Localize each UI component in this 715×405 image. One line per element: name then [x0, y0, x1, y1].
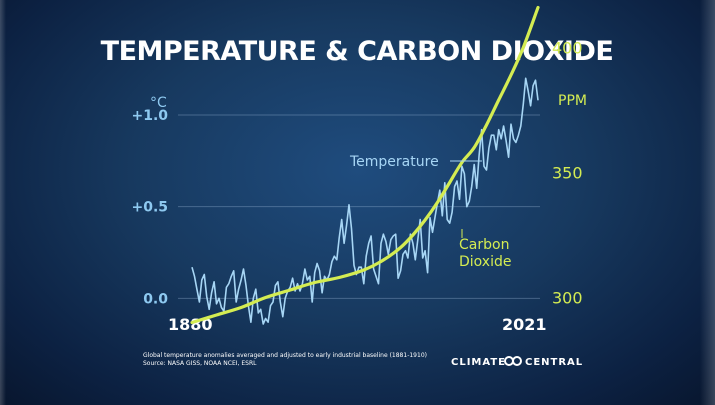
- right-axis-unit: PPM: [558, 93, 587, 109]
- right-tick-label: 350: [552, 164, 583, 183]
- series-layer: [190, 5, 540, 325]
- infinity-logo-icon: [504, 356, 522, 366]
- left-tick-label: +1.0: [131, 108, 168, 124]
- right-tick-label: 400: [552, 39, 583, 58]
- carbon-label-line-2: Dioxide: [459, 254, 511, 270]
- x-tick-end: 2021: [502, 315, 547, 334]
- left-tick-label: 0.0: [143, 291, 168, 307]
- footnote-line-1: Global temperature anomalies averaged an…: [143, 352, 427, 359]
- brand-name-left: CLIMATE: [451, 357, 506, 368]
- brand-logo: CLIMATE CENTRAL: [451, 356, 583, 368]
- gridlines: [178, 114, 540, 299]
- footnote-line-2: Source: NASA GISS, NOAA NCEI, ESRL: [143, 360, 257, 367]
- brand-name-right: CENTRAL: [525, 357, 583, 368]
- carbon-series-label: Carbon Dioxide: [459, 237, 514, 270]
- chart-title: TEMPERATURE & CARBON DIOXIDE: [101, 36, 614, 67]
- right-axis-ticks: 400 350 300: [552, 39, 583, 308]
- left-axis-ticks: +1.0 +0.5 0.0: [131, 108, 168, 307]
- right-tick-label: 300: [552, 289, 583, 308]
- left-tick-label: +0.5: [131, 200, 168, 216]
- carbon-label-line-1: Carbon: [459, 237, 509, 253]
- temperature-series-label: Temperature: [349, 154, 439, 170]
- carbon-dioxide-series-line: [190, 5, 540, 325]
- left-axis-unit: °C: [150, 95, 167, 111]
